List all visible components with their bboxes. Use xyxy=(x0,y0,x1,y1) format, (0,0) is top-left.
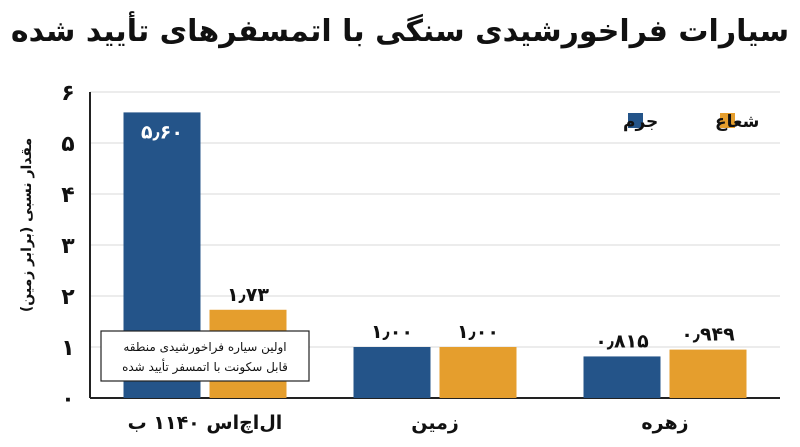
annotation-box xyxy=(100,330,310,382)
y-axis-label-box: مقدار نسبی (برابر زمین) xyxy=(2,110,52,340)
legend-swatch xyxy=(628,113,643,128)
y-tick-label: ۴ xyxy=(61,183,74,208)
y-tick-label: ۶ xyxy=(61,81,74,106)
y-tick-label: ۱ xyxy=(61,336,74,361)
bar-value-label: ۰٫۸۱۵ xyxy=(595,330,649,352)
y-tick-label: ۵ xyxy=(61,132,74,157)
y-axis-label: مقدار نسبی (برابر زمین) xyxy=(19,137,35,313)
annotation-text: قابل سکونت با اتمسفر تأیید شده xyxy=(122,358,288,375)
x-tick-label: زمین xyxy=(411,412,459,434)
y-tick-label: ۰ xyxy=(61,387,74,412)
bar-value-label: ۱٫۷۳ xyxy=(227,284,269,306)
bar xyxy=(439,347,517,398)
y-tick-label: ۲ xyxy=(61,285,75,310)
bar xyxy=(669,349,747,398)
bar-value-label: ۵٫۶۰ xyxy=(141,121,183,143)
legend-swatch xyxy=(720,113,735,128)
x-tick-label: ال‌اچ‌اس ۱۱۴۰ ب xyxy=(128,412,283,434)
bar xyxy=(583,356,661,398)
bar xyxy=(353,347,431,398)
bar-value-label: ۱٫۰۰ xyxy=(371,321,413,343)
bar-value-label: ۰٫۹۴۹ xyxy=(681,324,735,346)
annotation-text: اولین سیاره فراخورشیدی منطقه xyxy=(123,340,286,355)
y-tick-label: ۳ xyxy=(61,234,75,259)
legend-label: شعاع xyxy=(715,112,759,132)
bar-value-label: ۱٫۰۰ xyxy=(457,321,499,343)
chart-title: سیارات فراخورشیدی سنگی با اتمسفرهای تأیی… xyxy=(10,14,790,49)
x-tick-label: زهره xyxy=(641,412,688,434)
legend-label: جرم xyxy=(623,112,658,132)
